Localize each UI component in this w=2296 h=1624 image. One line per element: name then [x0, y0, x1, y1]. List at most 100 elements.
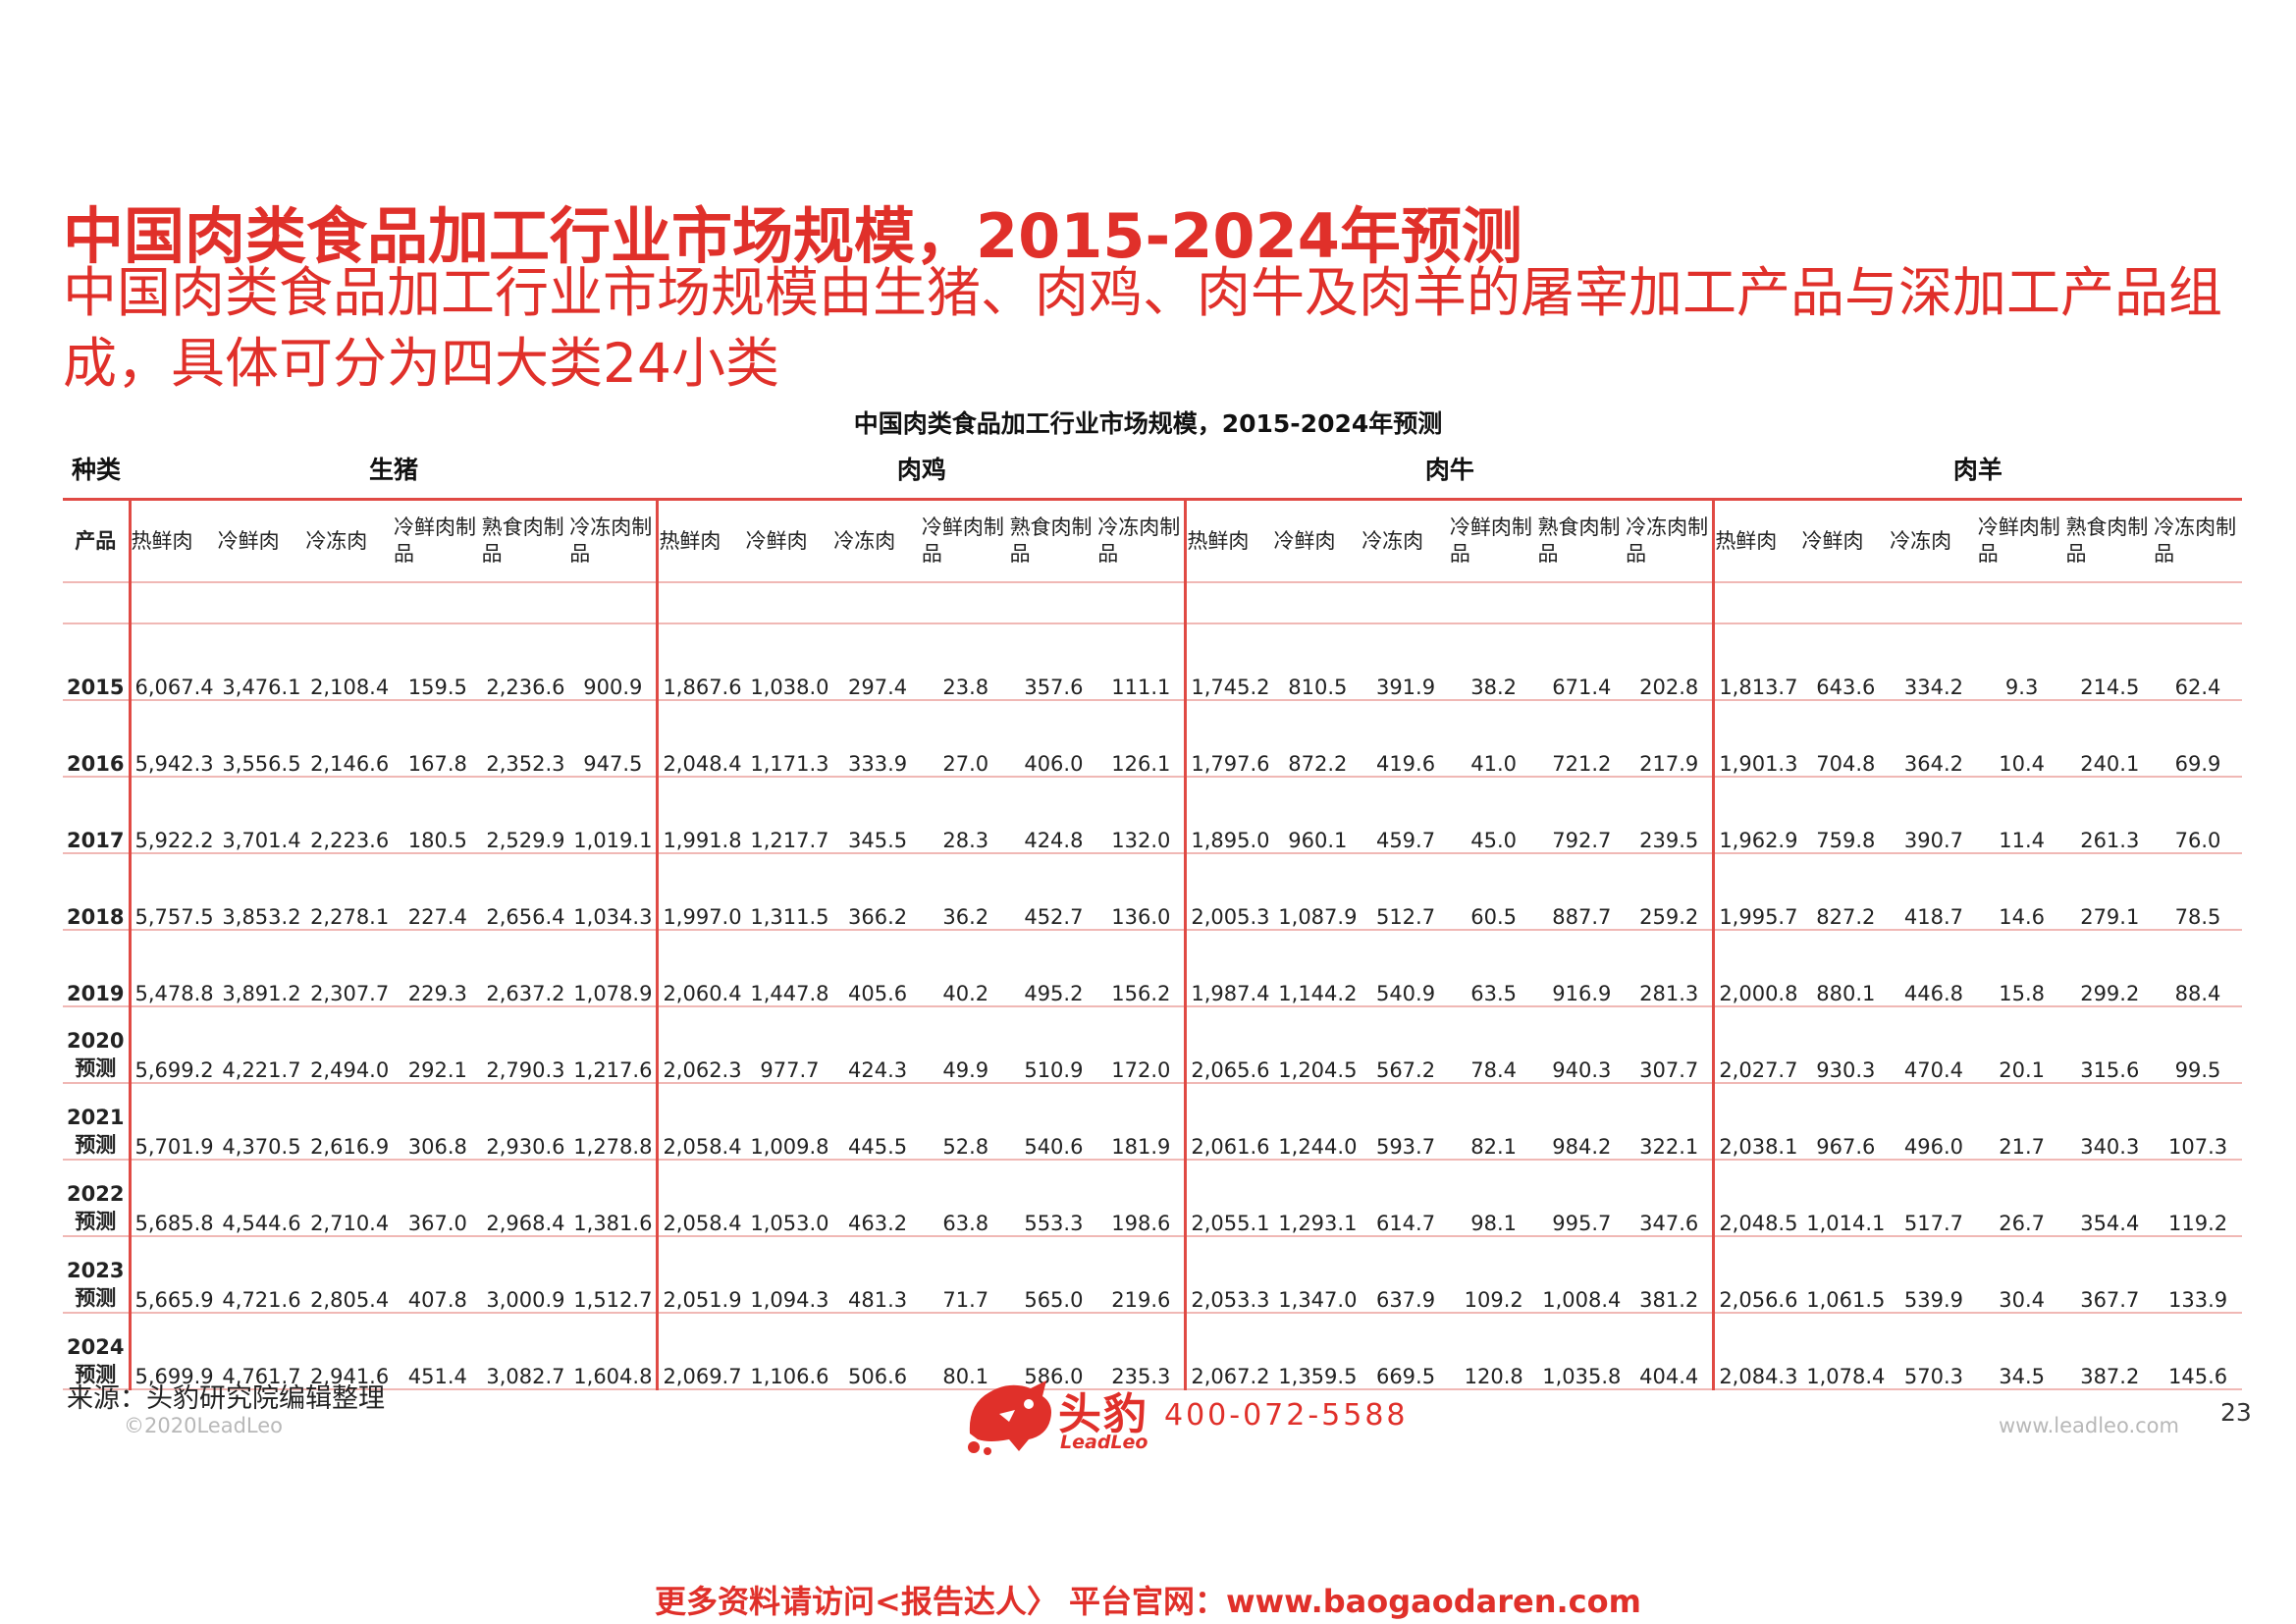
value-cell: 565.0 — [1024, 1288, 1084, 1312]
value-cell: 49.9 — [942, 1058, 989, 1082]
value-cell: 63.8 — [942, 1212, 989, 1235]
value-cell: 2,637.2 — [486, 982, 565, 1005]
value-cell: 2,616.9 — [310, 1135, 390, 1159]
footer-banner[interactable]: 更多资料请访问<报告达人〉 平台官网：www.baogaodaren.com — [655, 1583, 1641, 1620]
value-cell: 239.5 — [1639, 829, 1699, 852]
value-cell: 2,061.6 — [1184, 1083, 1274, 1160]
value-cell: 6,067.4 — [128, 623, 218, 700]
value-cell: 540.6 — [1024, 1135, 1084, 1159]
year-cell: 2024预测 — [67, 1335, 125, 1386]
product-header: 熟食肉制品 — [1537, 515, 1621, 566]
value-cell: 960.1 — [1288, 829, 1348, 852]
value-cell: 5,922.2 — [128, 777, 218, 853]
value-cell: 30.4 — [1999, 1288, 2045, 1312]
value-cell: 418.7 — [1903, 905, 1964, 929]
value-cell: 1,604.8 — [573, 1365, 653, 1388]
value-cell: 198.6 — [1111, 1212, 1171, 1235]
value-cell: 261.3 — [2080, 829, 2140, 852]
value-cell: 1,867.6 — [656, 623, 746, 700]
value-cell: 62.4 — [2174, 676, 2221, 699]
value-cell: 132.0 — [1111, 829, 1171, 852]
value-cell: 133.9 — [2167, 1288, 2228, 1312]
value-cell: 279.1 — [2080, 905, 2140, 929]
value-cell: 1,078.9 — [573, 982, 653, 1005]
value-cell: 2,005.3 — [1184, 853, 1274, 930]
value-cell: 669.5 — [1375, 1365, 1436, 1388]
value-cell: 2,805.4 — [310, 1288, 390, 1312]
value-cell: 940.3 — [1552, 1058, 1612, 1082]
value-cell: 459.7 — [1375, 829, 1436, 852]
value-cell: 2,968.4 — [486, 1212, 565, 1235]
value-cell: 984.2 — [1552, 1135, 1612, 1159]
value-cell: 2,067.2 — [1184, 1313, 1274, 1389]
value-cell: 2,048.5 — [1712, 1160, 1802, 1236]
value-cell: 41.0 — [1470, 752, 1518, 776]
value-cell: 2,930.6 — [486, 1135, 565, 1159]
value-cell: 227.4 — [407, 905, 467, 929]
value-cell: 120.8 — [1464, 1365, 1523, 1388]
value-cell: 334.2 — [1903, 676, 1964, 699]
product-header: 冷冻肉制品 — [1097, 515, 1181, 566]
value-cell: 510.9 — [1024, 1058, 1084, 1082]
value-cell: 2,236.6 — [486, 676, 565, 699]
value-cell: 76.0 — [2174, 829, 2221, 852]
product-header: 冷冻肉 — [833, 528, 896, 553]
value-cell: 111.1 — [1111, 676, 1171, 699]
value-cell: 496.0 — [1903, 1135, 1964, 1159]
group-header-row: 种类 生猪 肉鸡 肉牛 肉羊 — [63, 439, 2242, 500]
value-cell: 1,745.2 — [1184, 623, 1274, 700]
value-cell: 136.0 — [1111, 905, 1171, 929]
year-cell: 2015 — [67, 676, 125, 699]
value-cell: 2,056.6 — [1712, 1236, 1802, 1313]
value-cell: 347.6 — [1639, 1212, 1699, 1235]
value-cell: 470.4 — [1903, 1058, 1964, 1082]
value-cell: 1,204.5 — [1278, 1058, 1358, 1082]
value-cell: 322.1 — [1639, 1135, 1699, 1159]
value-cell: 5,699.2 — [128, 1006, 218, 1083]
value-cell: 345.5 — [848, 829, 908, 852]
value-cell: 78.4 — [1470, 1058, 1518, 1082]
value-cell: 643.6 — [1816, 676, 1876, 699]
table-row: 2023预测 5,665.9 4,721.6 2,805.4 407.8 3,000.9 1… — [63, 1236, 2242, 1313]
value-cell: 614.7 — [1375, 1212, 1436, 1235]
value-cell: 947.5 — [583, 752, 643, 776]
value-cell: 5,757.5 — [128, 853, 218, 930]
spacer-row — [63, 582, 2242, 623]
value-cell: 452.7 — [1024, 905, 1084, 929]
value-cell: 1,311.5 — [750, 905, 829, 929]
value-cell: 593.7 — [1375, 1135, 1436, 1159]
value-cell: 299.2 — [2080, 982, 2140, 1005]
value-cell: 281.3 — [1639, 982, 1699, 1005]
value-cell: 5,478.8 — [128, 930, 218, 1006]
value-cell: 145.6 — [2167, 1365, 2228, 1388]
value-cell: 5,685.8 — [128, 1160, 218, 1236]
value-cell: 5,942.3 — [128, 700, 218, 777]
value-cell: 3,476.1 — [222, 676, 301, 699]
brand-name-cn: 头豹 — [1058, 1389, 1148, 1439]
value-cell: 159.5 — [407, 676, 467, 699]
value-cell: 1,008.4 — [1542, 1288, 1622, 1312]
value-cell: 2,790.3 — [486, 1058, 565, 1082]
product-header: 冷鲜肉制品 — [921, 515, 1004, 566]
value-cell: 364.2 — [1903, 752, 1964, 776]
table-row: 2019 5,478.8 3,891.2 2,307.7 229.3 2,637.2 1,0… — [63, 930, 2242, 1006]
value-cell: 240.1 — [2080, 752, 2140, 776]
value-cell: 2,223.6 — [310, 829, 390, 852]
value-cell: 553.3 — [1024, 1212, 1084, 1235]
value-cell: 3,891.2 — [222, 982, 301, 1005]
value-cell: 3,853.2 — [222, 905, 301, 929]
value-cell: 405.6 — [848, 982, 908, 1005]
year-cell: 2023预测 — [67, 1259, 125, 1310]
group-header: 肉牛 — [1424, 456, 1474, 484]
value-cell: 21.7 — [1999, 1135, 2045, 1159]
value-cell: 3,701.4 — [222, 829, 301, 852]
value-cell: 1,244.0 — [1278, 1135, 1358, 1159]
value-cell: 69.9 — [2174, 752, 2221, 776]
value-cell: 1,144.2 — [1278, 982, 1358, 1005]
value-cell: 424.8 — [1024, 829, 1084, 852]
value-cell: 2,060.4 — [656, 930, 746, 1006]
product-header: 冷鲜肉制品 — [1449, 515, 1532, 566]
page-title: 中国肉类食品加工行业市场规模，2015-2024年预测 — [63, 200, 1522, 272]
product-header: 冷冻肉制品 — [2154, 515, 2237, 566]
website[interactable]: www.leadleo.com — [1999, 1414, 2179, 1437]
